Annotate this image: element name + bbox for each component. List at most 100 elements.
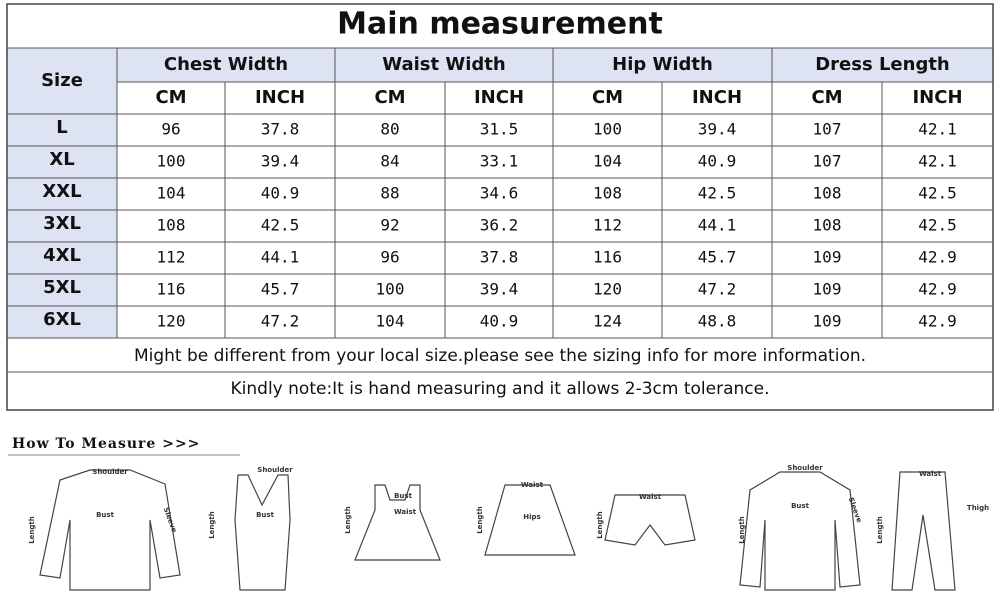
value-cell: 44.1 <box>698 216 737 235</box>
value-cell: 45.7 <box>261 280 300 299</box>
measure-label: Length <box>208 511 216 539</box>
measure-label: Shoulder <box>787 464 823 472</box>
value-cell: 40.9 <box>480 312 519 331</box>
measure-label: Shoulder <box>92 468 128 476</box>
measure-label: Waist <box>394 508 417 516</box>
value-cell: 96 <box>380 248 399 267</box>
value-cell: 96 <box>161 120 180 139</box>
value-cell: 42.1 <box>918 152 957 171</box>
value-cell: 112 <box>593 216 622 235</box>
value-cell: 107 <box>813 120 842 139</box>
value-cell: 108 <box>813 184 842 203</box>
garment-outline <box>604 494 696 546</box>
value-cell: 109 <box>813 312 842 331</box>
measure-label: Bust <box>791 502 809 510</box>
garment-outline <box>234 474 291 591</box>
value-cell: 40.9 <box>698 152 737 171</box>
measure-label: Waist <box>521 481 544 489</box>
measure-label: Waist <box>639 493 662 501</box>
value-cell: 100 <box>376 280 405 299</box>
value-cell: 47.2 <box>261 312 300 331</box>
note: Might be different from your local size.… <box>134 346 866 366</box>
value-cell: 33.1 <box>480 152 519 171</box>
value-cell: 104 <box>593 152 622 171</box>
value-cell: 108 <box>157 216 186 235</box>
value-cell: 120 <box>157 312 186 331</box>
unit-header: CM <box>592 87 623 108</box>
measure-title: How To Measure >>> <box>12 436 200 452</box>
size-cell: 3XL <box>43 213 81 234</box>
value-cell: 31.5 <box>480 120 519 139</box>
value-cell: 45.7 <box>698 248 737 267</box>
unit-header: INCH <box>912 87 962 108</box>
value-cell: 100 <box>157 152 186 171</box>
value-cell: 42.5 <box>698 184 737 203</box>
group-header: Chest Width <box>164 54 288 75</box>
value-cell: 116 <box>157 280 186 299</box>
value-cell: 42.5 <box>261 216 300 235</box>
value-cell: 37.8 <box>261 120 300 139</box>
value-cell: 42.5 <box>918 216 957 235</box>
value-cell: 104 <box>157 184 186 203</box>
size-header: Size <box>41 70 83 91</box>
value-cell: 108 <box>593 184 622 203</box>
size-bg <box>7 114 117 338</box>
value-cell: 100 <box>593 120 622 139</box>
measure-label: Sleeve <box>847 496 864 524</box>
size-cell: 5XL <box>43 277 81 298</box>
group-header: Hip Width <box>612 54 713 75</box>
value-cell: 42.9 <box>918 312 957 331</box>
group-header: Dress Length <box>815 54 950 75</box>
value-cell: 107 <box>813 152 842 171</box>
value-cell: 47.2 <box>698 280 737 299</box>
group-header: Waist Width <box>382 54 505 75</box>
value-cell: 104 <box>376 312 405 331</box>
size-cell: XXL <box>42 181 81 202</box>
table-title: Main measurement <box>337 7 663 42</box>
value-cell: 44.1 <box>261 248 300 267</box>
size-cell: L <box>56 117 67 138</box>
measure-label: Length <box>476 506 484 534</box>
measure-label: Hips <box>523 513 540 521</box>
garment-outline <box>891 471 956 591</box>
measure-label: Bust <box>394 492 412 500</box>
unit-bg <box>117 82 993 114</box>
value-cell: 34.6 <box>480 184 519 203</box>
unit-header: INCH <box>255 87 305 108</box>
garment-outline <box>484 484 576 556</box>
value-cell: 42.5 <box>918 184 957 203</box>
value-cell: 88 <box>380 184 399 203</box>
size-cell: 4XL <box>43 245 81 266</box>
measure-label: Length <box>876 516 884 544</box>
value-cell: 124 <box>593 312 622 331</box>
unit-header: CM <box>155 87 186 108</box>
measure-label: Shoulder <box>257 466 293 474</box>
value-cell: 39.4 <box>480 280 519 299</box>
table-border <box>6 3 994 411</box>
value-cell: 109 <box>813 280 842 299</box>
unit-header: CM <box>374 87 405 108</box>
measure-label: Bust <box>96 511 114 519</box>
value-cell: 108 <box>813 216 842 235</box>
unit-header: INCH <box>474 87 524 108</box>
value-cell: 39.4 <box>698 120 737 139</box>
garment-outline <box>739 471 861 591</box>
value-cell: 42.1 <box>918 120 957 139</box>
measure-label: Waist <box>919 470 942 478</box>
value-cell: 40.9 <box>261 184 300 203</box>
value-cell: 48.8 <box>698 312 737 331</box>
value-cell: 120 <box>593 280 622 299</box>
value-cell: 37.8 <box>480 248 519 267</box>
measure-label: Length <box>738 516 746 544</box>
measure-label: Bust <box>256 511 274 519</box>
note: Kindly note:It is hand measuring and it … <box>231 379 770 399</box>
value-cell: 84 <box>380 152 399 171</box>
value-cell: 39.4 <box>261 152 300 171</box>
unit-header: INCH <box>692 87 742 108</box>
value-cell: 42.9 <box>918 280 957 299</box>
value-cell: 109 <box>813 248 842 267</box>
measure-label: Thigh <box>967 504 989 512</box>
garment-outline <box>39 469 181 591</box>
measure-label: Length <box>344 506 352 534</box>
